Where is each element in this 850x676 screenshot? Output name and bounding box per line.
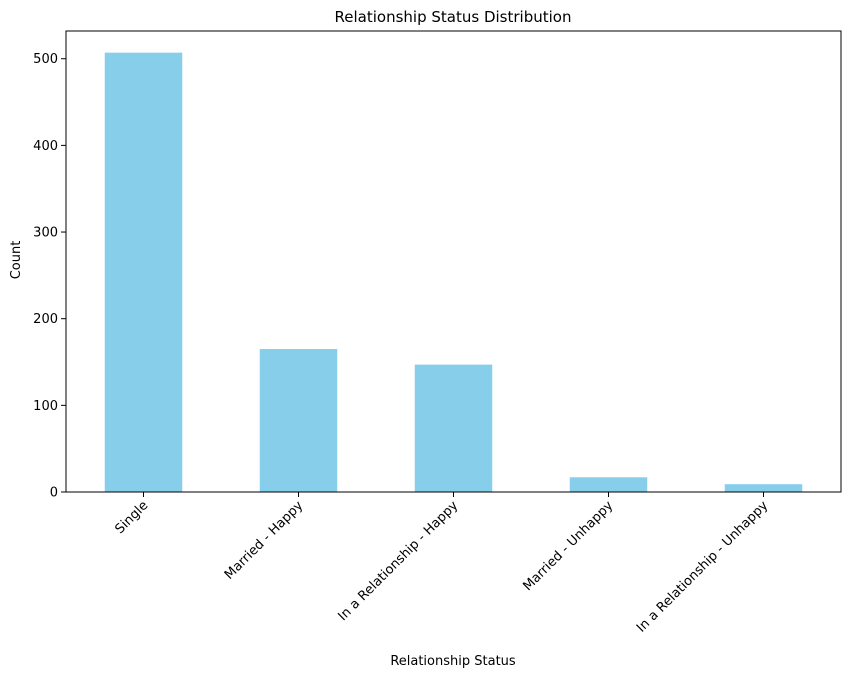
x-axis-ticks: Single Married - Happy In a Relationship -… — [112, 492, 772, 636]
x-tick-label-0: Single — [112, 498, 151, 537]
x-tick-label-3: Married - Unhappy — [520, 498, 616, 594]
y-tick-label-2: 200 — [33, 312, 58, 327]
bar-2 — [414, 364, 493, 492]
y-tick-label-5: 500 — [33, 52, 58, 67]
x-axis-label: Relationship Status — [390, 654, 516, 669]
bar-4 — [724, 484, 803, 492]
bar-1 — [259, 349, 338, 492]
bar-3 — [569, 477, 648, 492]
chart-title: Relationship Status Distribution — [335, 8, 572, 26]
y-axis-ticks: 0 100 200 300 400 500 — [33, 52, 66, 501]
x-tick-label-4: In a Relationship - Unhappy — [634, 498, 772, 636]
y-tick-label-3: 300 — [33, 226, 58, 241]
x-tick-label-1: Married - Happy — [222, 498, 307, 583]
plot-area — [65, 30, 842, 493]
y-tick-label-1: 100 — [33, 399, 58, 414]
bar-0 — [104, 52, 183, 492]
y-tick-label-4: 400 — [33, 139, 58, 154]
x-tick-label-2: In a Relationship - Happy — [335, 498, 461, 624]
y-axis-label: Count — [9, 241, 24, 280]
y-tick-label-0: 0 — [50, 486, 58, 501]
